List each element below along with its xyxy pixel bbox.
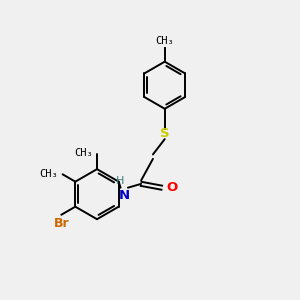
Text: CH₃: CH₃: [74, 148, 93, 158]
Text: O: O: [166, 181, 177, 194]
Text: Br: Br: [53, 217, 69, 230]
Text: N: N: [119, 189, 130, 202]
Text: S: S: [160, 127, 169, 140]
Text: CH₃: CH₃: [39, 169, 58, 179]
Text: H: H: [116, 176, 125, 186]
Text: CH₃: CH₃: [155, 36, 174, 46]
